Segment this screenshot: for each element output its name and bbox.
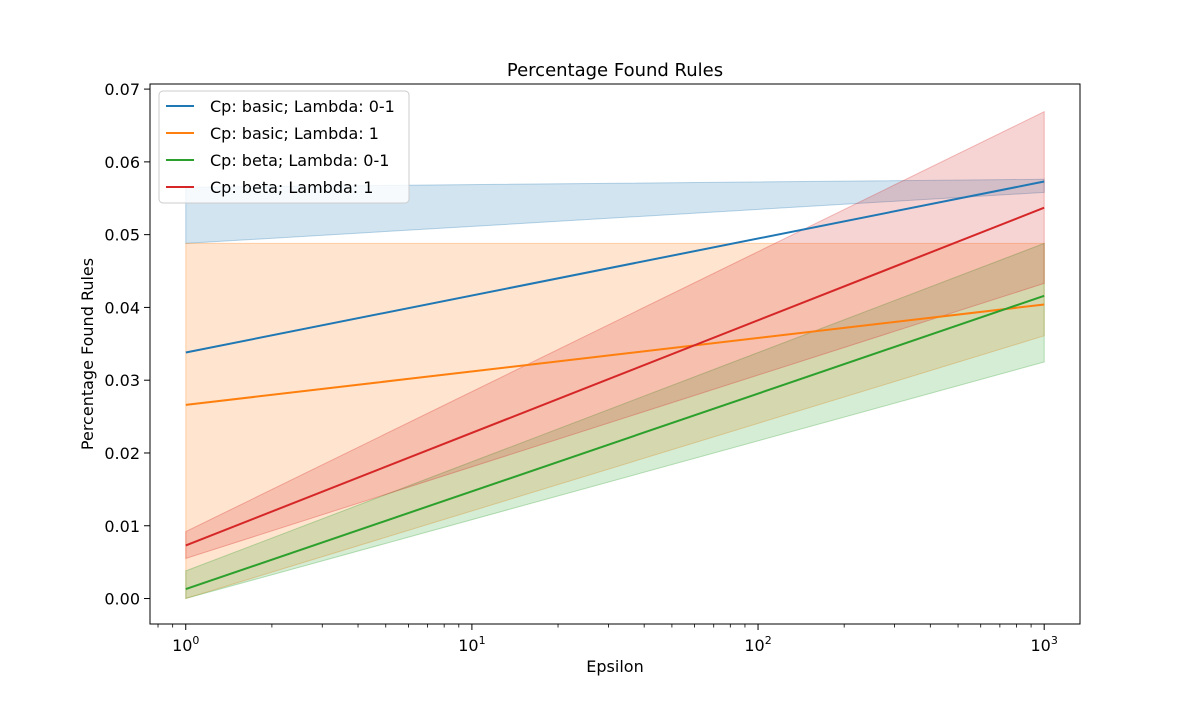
legend-box <box>158 90 410 204</box>
y-tick-label: 0.04 <box>104 298 140 317</box>
y-tick-label: 0.07 <box>104 80 140 99</box>
chart-title: Percentage Found Rules <box>507 60 723 81</box>
y-axis-ticks: 0.00 0.01 0.02 0.03 0.04 0.05 0.06 0.07 <box>104 80 150 609</box>
y-axis-label: Percentage Found Rules <box>78 258 97 450</box>
y-tick-label: 0.03 <box>104 371 140 390</box>
x-tick-label: 101 <box>458 634 485 655</box>
legend: Cp: basic; Lambda: 0-1 Cp: basic; Lambda:… <box>158 90 410 204</box>
series-line-3 <box>185 294 1045 591</box>
y-tick-label: 0.02 <box>104 444 140 463</box>
x-axis-ticks: 100 101 102 103 <box>157 624 1058 655</box>
legend-label: Cp: beta; Lambda: 0-1 <box>210 151 389 170</box>
x-tick-label: 102 <box>744 634 771 655</box>
x-tick-label: 100 <box>172 634 199 655</box>
ci-band-series-3 <box>185 242 1045 600</box>
y-tick-label: 0.06 <box>104 153 140 172</box>
legend-label: Cp: basic; Lambda: 0-1 <box>210 97 395 116</box>
legend-label: Cp: basic; Lambda: 1 <box>210 124 379 143</box>
y-tick-label: 0.05 <box>104 226 140 245</box>
x-tick-label: 103 <box>1031 634 1058 655</box>
series-line-4 <box>185 206 1045 547</box>
ci-band-series-2 <box>185 242 1045 600</box>
series-lines <box>185 180 1045 591</box>
y-tick-label: 0.01 <box>104 517 140 536</box>
y-tick-label: 0.00 <box>104 590 140 609</box>
x-axis-label: Epsilon <box>586 657 643 676</box>
series-line-2 <box>185 303 1045 406</box>
legend-label: Cp: beta; Lambda: 1 <box>210 178 373 197</box>
series-line-1 <box>185 180 1045 354</box>
plot-frame <box>149 83 1081 625</box>
